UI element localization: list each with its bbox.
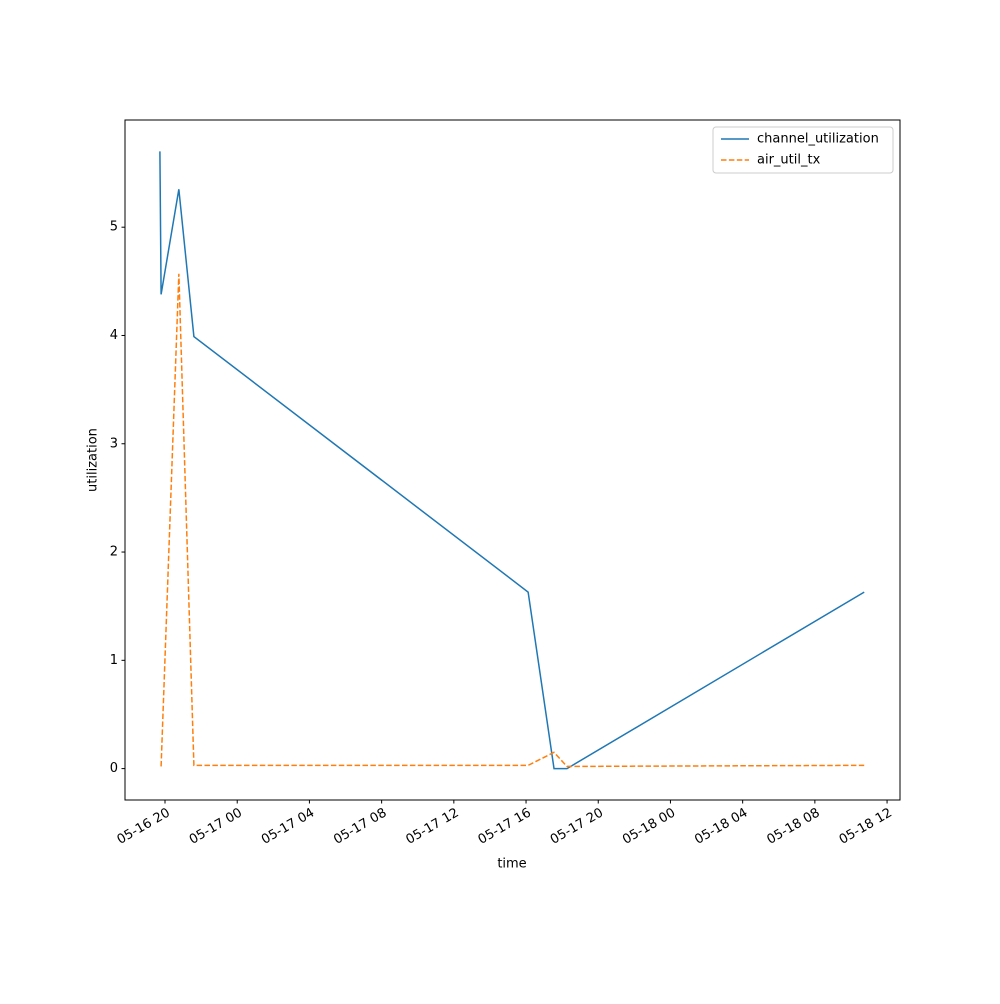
- x-tick-label: 05-18 08: [764, 806, 822, 848]
- y-tick-label: 5: [110, 220, 118, 235]
- y-tick-label: 2: [110, 545, 118, 560]
- x-axis-label: time: [497, 857, 526, 872]
- x-tick-label: 05-16 20: [115, 806, 173, 848]
- y-axis-label: utilization: [86, 428, 101, 492]
- x-tick-label: 05-17 08: [331, 806, 389, 848]
- legend-box: [712, 126, 894, 174]
- y-tick-label: 4: [110, 328, 118, 343]
- series-line: [160, 273, 865, 768]
- y-tick-label: 1: [110, 653, 118, 668]
- x-tick-label: 05-18 00: [620, 806, 678, 848]
- plot-frame: [124, 119, 901, 801]
- x-tick-label: 05-17 20: [548, 806, 606, 848]
- legend-label: channel_utilization: [757, 132, 879, 147]
- legend-label: air_util_tx: [757, 153, 821, 168]
- series-line: [159, 151, 865, 770]
- x-tick-label: 05-18 12: [837, 806, 895, 848]
- x-tick-label: 05-17 00: [187, 806, 245, 848]
- x-tick-label: 05-17 16: [476, 806, 534, 848]
- y-tick-label: 3: [110, 436, 118, 451]
- y-tick-label: 0: [110, 761, 118, 776]
- x-tick-label: 05-18 04: [692, 806, 750, 848]
- x-tick-label: 05-17 04: [259, 806, 317, 848]
- x-tick-label: 05-17 12: [403, 806, 461, 848]
